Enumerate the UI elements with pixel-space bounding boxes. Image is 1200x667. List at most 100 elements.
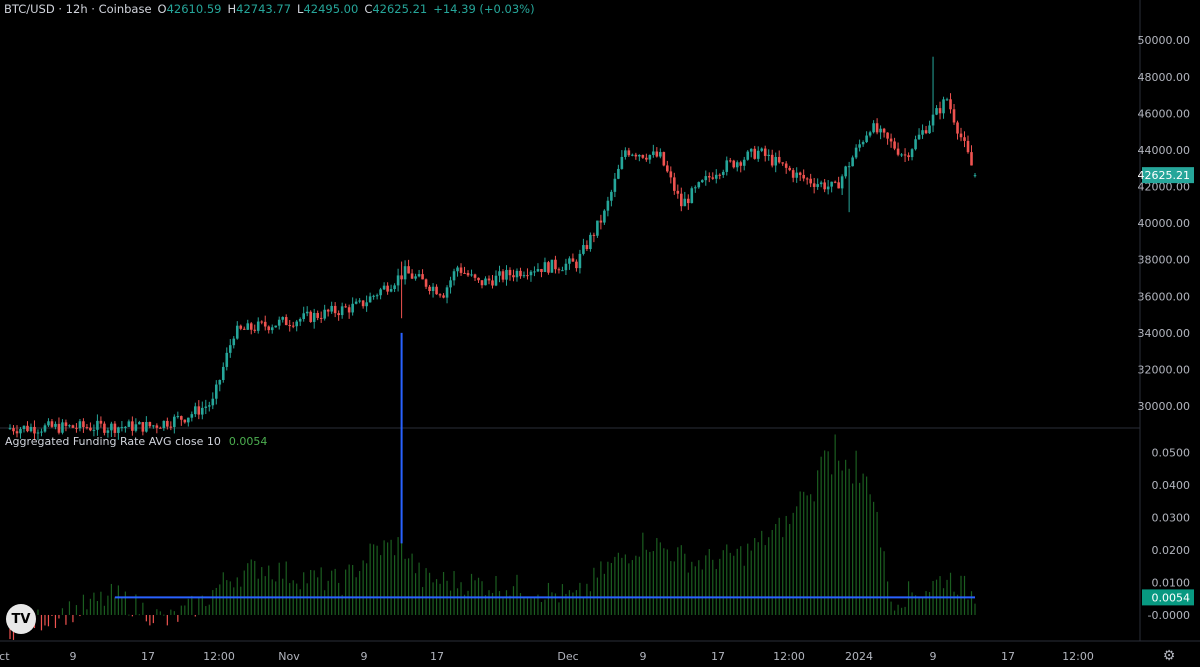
candle-body	[267, 326, 271, 331]
candle-body	[484, 278, 487, 286]
time-tick-label: 17	[141, 650, 155, 663]
time-tick-label: 9	[930, 650, 937, 663]
funding-bar	[369, 543, 371, 615]
candle-body	[767, 154, 771, 156]
candle-body	[522, 275, 526, 277]
funding-bar	[89, 598, 92, 615]
funding-bar	[243, 570, 245, 615]
candle-body	[756, 150, 760, 159]
candle-body	[784, 163, 788, 168]
candle-body	[183, 419, 187, 423]
funding-bar	[407, 558, 410, 615]
price-tick-label: 38000.00	[1138, 254, 1191, 267]
symbol-title[interactable]: BTC/USD · 12h · Coinbase	[4, 2, 152, 16]
candle-body	[312, 312, 316, 322]
candle-body	[666, 165, 669, 172]
funding-bar	[58, 614, 60, 619]
candle-body	[620, 156, 624, 169]
candle-body	[246, 323, 250, 330]
funding-bar	[380, 555, 382, 615]
candle-body	[924, 130, 928, 134]
candle-body	[323, 309, 326, 319]
candle-body	[393, 285, 396, 290]
funding-bar	[488, 590, 490, 615]
indicator-legend[interactable]: Aggregated Funding Rate AVG close 10 0.0…	[5, 435, 267, 448]
price-tick-label: 46000.00	[1138, 107, 1191, 120]
candle-body	[15, 431, 19, 434]
candle-body	[805, 178, 809, 180]
candle-body	[802, 174, 805, 179]
funding-bar	[806, 495, 808, 615]
candle-body	[400, 275, 403, 280]
candle-body	[372, 295, 375, 297]
candle-body	[491, 280, 494, 286]
candle-body	[333, 305, 337, 314]
candle-body	[648, 154, 652, 160]
candle-body	[613, 178, 617, 192]
funding-bar	[561, 584, 564, 615]
funding-bar	[509, 595, 511, 615]
candle-body	[830, 181, 833, 187]
tradingview-logo-icon[interactable]: TV	[6, 604, 36, 634]
indicator-tick-label: 0.0400	[1152, 479, 1191, 492]
candle-body	[190, 414, 194, 418]
candle-body	[228, 345, 232, 353]
funding-bar	[313, 570, 315, 615]
candle-body	[12, 428, 15, 432]
funding-bar	[967, 599, 969, 615]
candle-body	[589, 234, 592, 250]
funding-bar	[663, 548, 665, 615]
candle-body	[235, 325, 239, 339]
candle-body	[540, 269, 543, 272]
candle-body	[152, 425, 155, 427]
indicator-tick-label: -0.0000	[1148, 609, 1190, 622]
candle-body	[693, 187, 697, 189]
candle-body	[459, 267, 463, 273]
funding-bar	[278, 562, 280, 615]
candle-body	[221, 366, 225, 380]
candle-body	[358, 300, 361, 302]
funding-bar	[352, 564, 354, 615]
gear-icon[interactable]: ⚙	[1162, 648, 1176, 664]
candle-body	[777, 156, 781, 163]
funding-bar	[855, 450, 857, 615]
candle-body	[627, 150, 631, 156]
funding-bar	[963, 575, 966, 615]
candle-body	[19, 429, 22, 434]
candle-body	[676, 190, 680, 194]
candle-body	[624, 150, 627, 157]
funding-bar	[956, 594, 959, 615]
funding-bar	[324, 590, 326, 615]
candle-body	[421, 274, 424, 280]
funding-bar	[939, 576, 941, 615]
candle-body	[68, 425, 71, 427]
candle-body	[942, 99, 945, 114]
candle-body	[354, 301, 358, 304]
candle-body	[288, 325, 292, 327]
funding-bar	[953, 591, 955, 615]
funding-bar	[526, 597, 529, 615]
candle-body	[938, 108, 942, 114]
candle-body	[61, 422, 64, 433]
candle-body	[284, 317, 288, 326]
funding-bar	[107, 595, 109, 615]
candle-body	[610, 191, 613, 201]
candle-body	[554, 259, 557, 270]
candle-body	[473, 274, 477, 278]
candle-body	[851, 157, 854, 167]
candle-body	[599, 220, 603, 223]
funding-bar	[240, 586, 242, 615]
candle-body	[949, 99, 952, 110]
funding-bar	[879, 547, 882, 615]
candle-body	[113, 423, 117, 433]
candle-body	[260, 321, 264, 323]
funding-bar	[163, 614, 165, 616]
candle-body	[617, 168, 620, 179]
candle-body	[89, 427, 92, 431]
funding-bar	[841, 470, 843, 615]
candle-body	[585, 245, 589, 250]
funding-bar	[729, 552, 731, 615]
funding-bar	[495, 576, 497, 615]
funding-bar	[334, 568, 336, 615]
